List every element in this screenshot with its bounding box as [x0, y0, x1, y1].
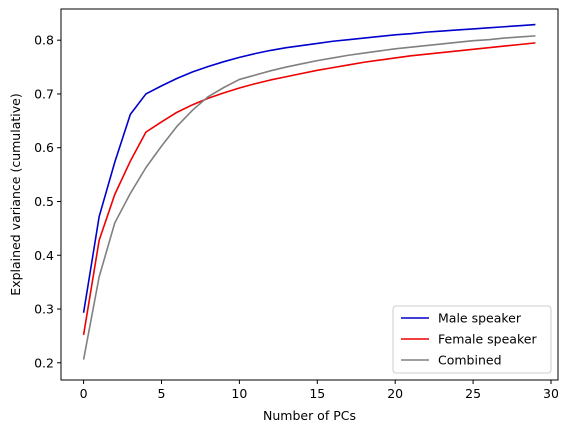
legend-box [392, 305, 552, 374]
plot-area [60, 8, 559, 381]
series-line-1 [82, 23, 536, 313]
y-axis-label: Explained variance (cumulative) [8, 93, 23, 295]
x-axis-label: Number of PCs [263, 408, 356, 423]
x-axis-ticks: 0 5 10 15 20 25 30 [80, 380, 559, 401]
legend-label-3: Combined [438, 353, 502, 368]
x-tick-label: 25 [465, 386, 481, 401]
x-tick-label: 5 [158, 386, 166, 401]
x-tick-label: 10 [231, 386, 247, 401]
axes-frame [60, 8, 559, 381]
y-axis-ticks: 0.2 0.3 0.4 0.5 0.6 0.7 0.8 [34, 33, 61, 370]
y-tick-label: 0.4 [34, 248, 54, 263]
series-line-3 [82, 35, 536, 360]
y-tick-label: 0.6 [34, 140, 54, 155]
y-tick-label: 0.8 [34, 33, 54, 48]
legend-label-2: Female speaker [438, 332, 537, 347]
x-tick-label: 20 [387, 386, 403, 401]
y-tick-label: 0.2 [34, 355, 54, 370]
x-tick-label: 15 [309, 386, 325, 401]
y-tick-label: 0.5 [34, 194, 54, 209]
series-line-2 [82, 42, 536, 335]
legend: Male speaker Female speaker Combined [392, 305, 552, 374]
x-tick-label: 0 [80, 386, 88, 401]
legend-label-1: Male speaker [438, 311, 522, 326]
y-tick-label: 0.7 [34, 86, 54, 101]
series-layer [82, 23, 536, 360]
y-tick-label: 0.3 [34, 302, 54, 317]
x-tick-label: 30 [543, 386, 559, 401]
